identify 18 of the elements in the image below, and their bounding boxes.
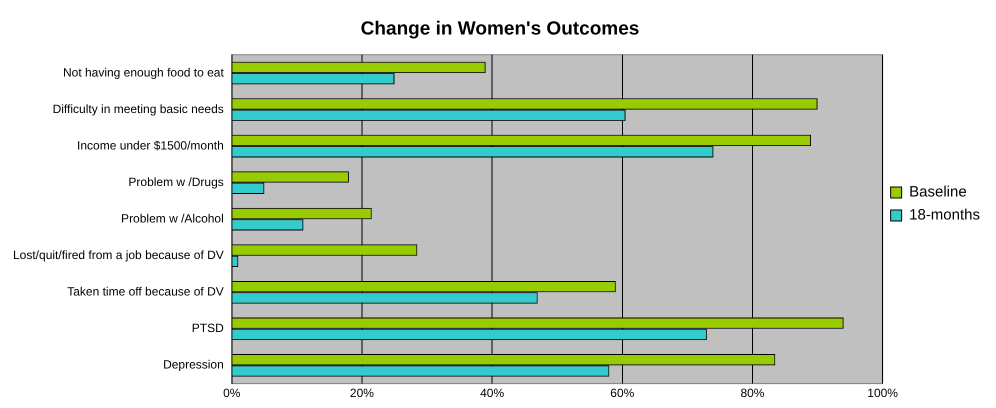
- y-tick-label: Lost/quit/fired from a job because of DV: [13, 248, 224, 262]
- legend-label: 18-months: [909, 206, 980, 224]
- x-tick-label: 60%: [610, 386, 635, 400]
- x-tick-label: 20%: [350, 386, 374, 400]
- y-tick-label: Taken time off because of DV: [67, 284, 224, 299]
- y-tick-label: Problem w /Alcohol: [121, 212, 224, 226]
- chart-title: Change in Women's Outcomes: [360, 18, 640, 40]
- x-tick-label: 0%: [223, 386, 241, 400]
- y-tick-label: Income under $1500/month: [77, 138, 224, 152]
- y-tick-label: Not having enough food to eat: [62, 65, 224, 80]
- y-tick-label: Difficulty in meeting basic needs: [52, 102, 224, 116]
- x-tick-label: 100%: [867, 386, 898, 400]
- y-tick-label: PTSD: [192, 321, 224, 336]
- y-tick-label: Depression: [163, 358, 224, 372]
- y-tick-label: Problem w /Drugs: [128, 174, 224, 189]
- x-tick-label: 80%: [740, 386, 765, 400]
- legend-label: Baseline: [909, 184, 967, 201]
- x-tick-label: 40%: [480, 386, 504, 400]
